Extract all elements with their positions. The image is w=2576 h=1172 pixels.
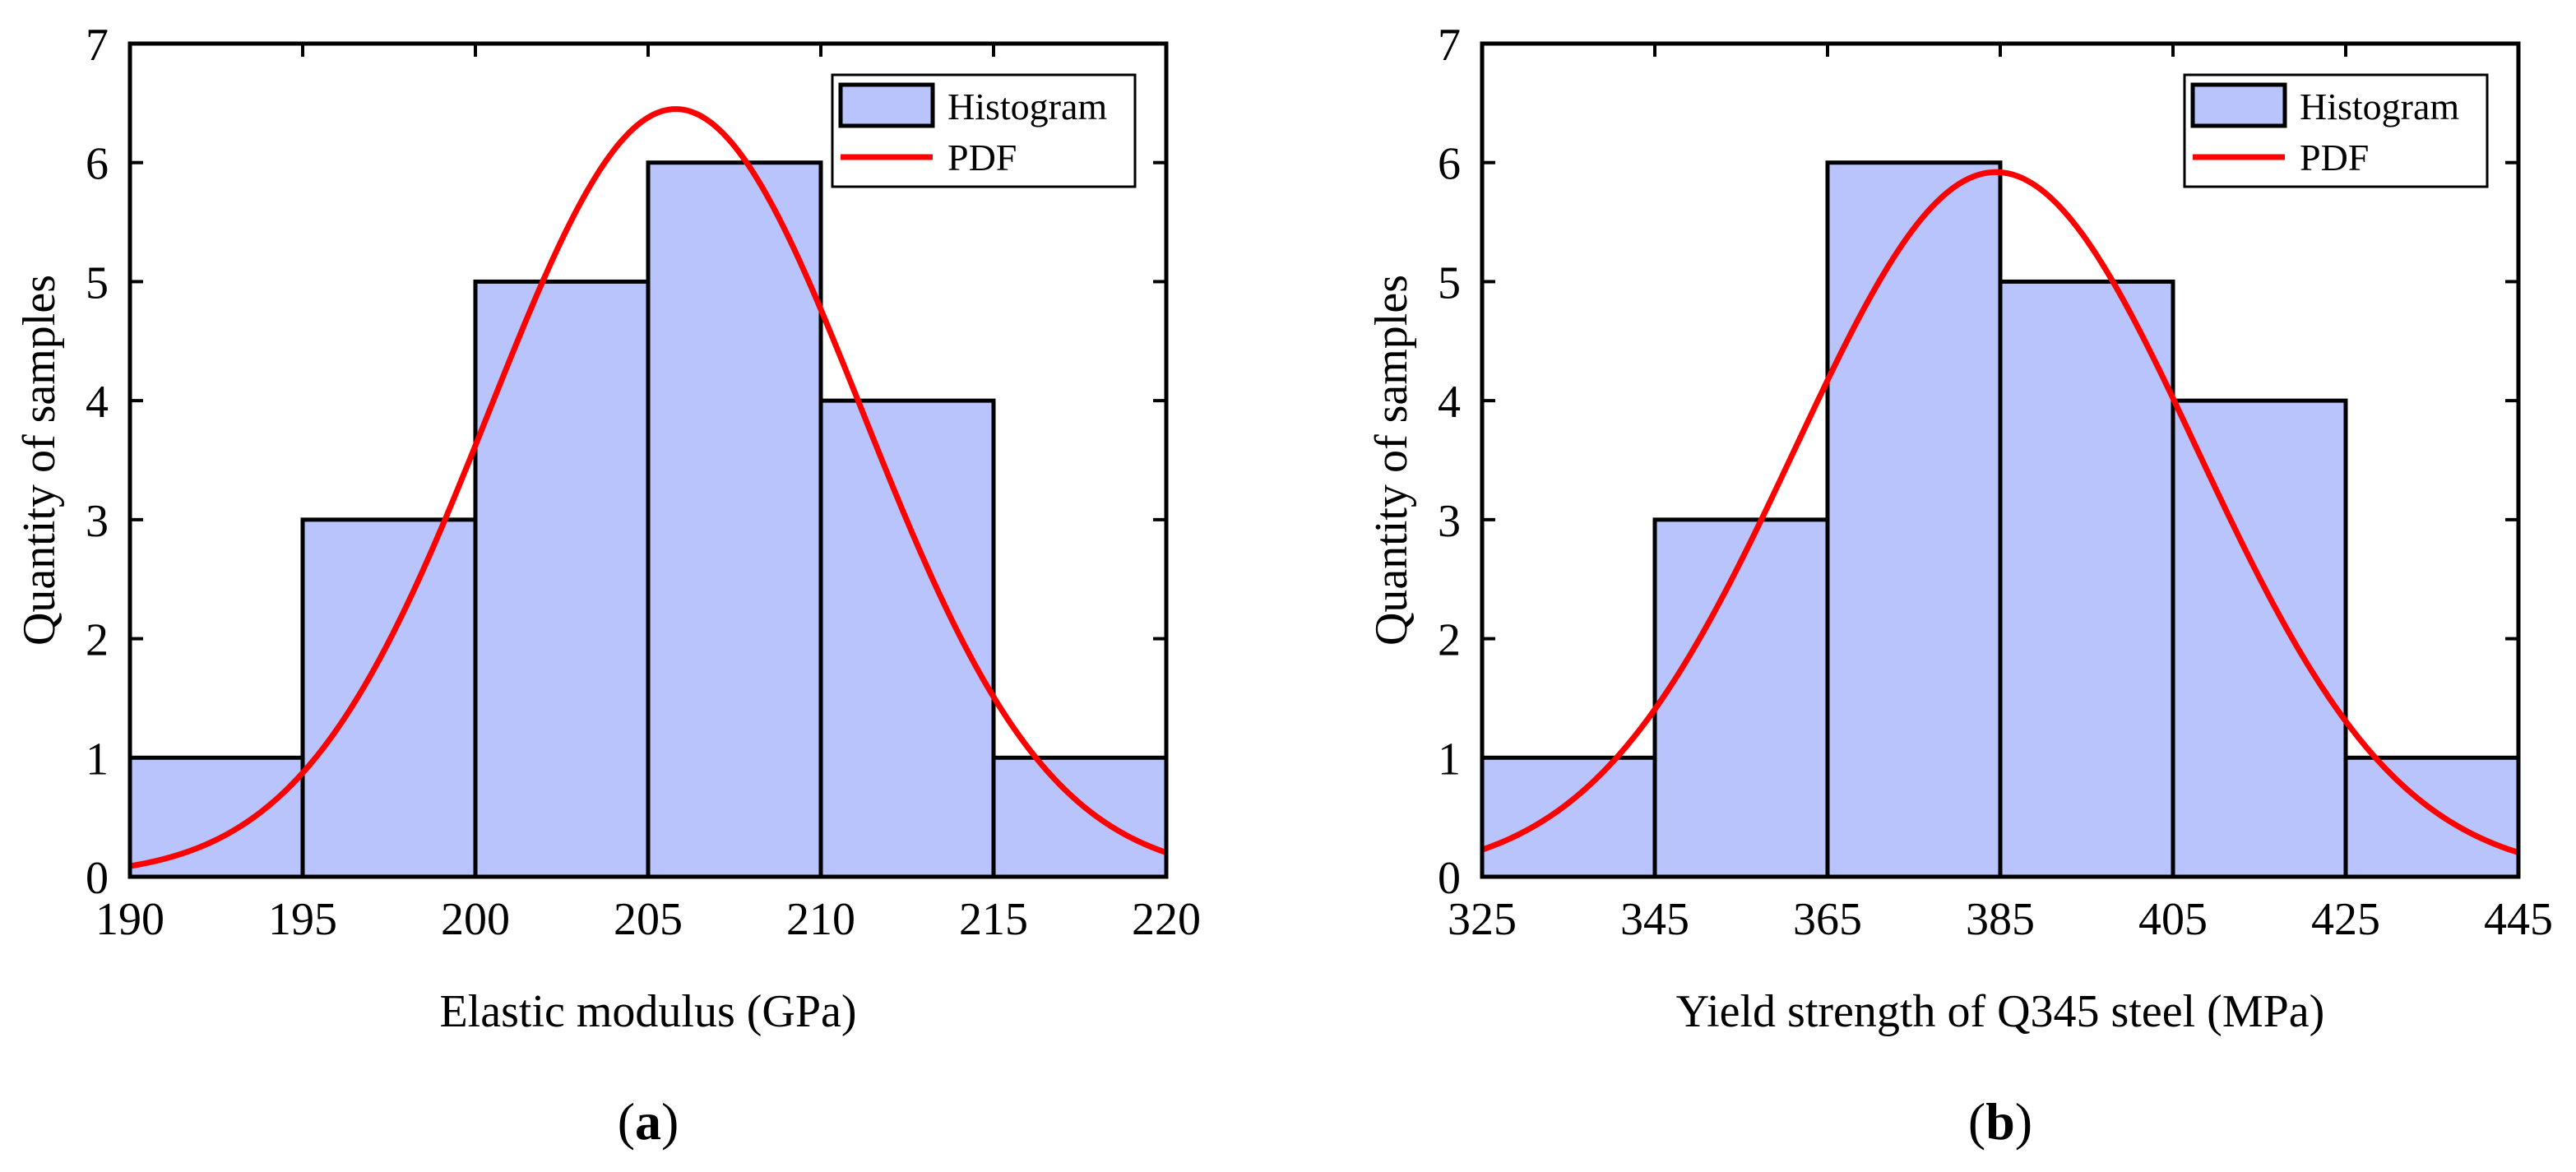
y-tick-label: 1	[86, 734, 109, 785]
histogram-bar	[300, 517, 478, 879]
legend-histogram-label: Histogram	[947, 86, 1107, 127]
legend: Histogram PDF	[831, 73, 1137, 188]
legend-histogram-swatch	[838, 82, 935, 128]
x-axis-label: Yield strength of Q345 steel (MPa)	[1676, 986, 2325, 1037]
y-tick-label: 5	[86, 257, 109, 308]
x-tick-label: 425	[2311, 894, 2380, 945]
y-tick-label: 3	[86, 496, 109, 547]
histogram-bar	[991, 755, 1169, 879]
y-tick-label: 0	[1438, 853, 1461, 904]
histogram-bar	[473, 279, 651, 879]
y-axis-label: Quantity of samples	[1366, 275, 1417, 646]
panel-label: (a)	[618, 1092, 679, 1151]
x-axis-label: Elastic modulus (GPa)	[439, 986, 856, 1037]
x-tick-label: 405	[2138, 894, 2208, 945]
y-tick-label: 7	[86, 20, 109, 71]
y-tick-label: 7	[1438, 20, 1461, 71]
x-tick-label: 365	[1793, 894, 1862, 945]
x-tick-label: 210	[786, 894, 855, 945]
chart-panel-a: 190 195 200 205 210 215 220 0 1 2 3 4 5 6 7 Elastic mod…	[14, 20, 1201, 1151]
y-tick-label: 0	[86, 853, 109, 904]
legend: Histogram PDF	[2183, 73, 2489, 188]
histogram-bar	[818, 398, 996, 879]
x-tick-label: 385	[1966, 894, 2035, 945]
y-tick-label: 4	[86, 377, 109, 428]
histogram-bar	[2171, 398, 2348, 879]
histogram-bar	[1998, 279, 2175, 879]
y-tick-label: 5	[1438, 257, 1461, 308]
histogram-bar	[1652, 517, 1830, 879]
y-tick-label: 3	[1438, 496, 1461, 547]
y-axis-label: Quantity of samples	[14, 275, 65, 646]
legend-box	[2183, 73, 2489, 188]
panel-label: (b)	[1968, 1092, 2032, 1151]
x-tick-label: 220	[1132, 894, 1201, 945]
legend-histogram-label: Histogram	[2300, 86, 2459, 127]
x-tick-label: 195	[268, 894, 337, 945]
histogram-bar	[646, 160, 823, 879]
pdf-curve	[129, 106, 1168, 869]
legend-pdf-label: PDF	[2300, 137, 2369, 178]
x-tick-label: 200	[441, 894, 510, 945]
legend-pdf-label: PDF	[947, 137, 1017, 178]
y-tick-label: 2	[86, 615, 109, 666]
y-tick-label: 2	[1438, 615, 1461, 666]
histogram-bar	[2343, 755, 2521, 879]
x-tick-label: 325	[1448, 894, 1517, 945]
histogram-bar	[1480, 755, 1657, 879]
x-tick-label: 345	[1620, 894, 1689, 945]
y-tick-label: 4	[1438, 377, 1461, 428]
histogram-bar	[1825, 160, 2003, 879]
x-tick-label: 215	[959, 894, 1028, 945]
y-tick-label: 1	[1438, 734, 1461, 785]
x-tick-label: 205	[614, 894, 683, 945]
legend-histogram-swatch	[2190, 82, 2287, 128]
x-tick-label: 190	[95, 894, 164, 945]
y-tick-label: 6	[86, 139, 109, 190]
pdf-curve	[1480, 169, 2520, 855]
y-tick-label: 6	[1438, 139, 1461, 190]
x-tick-label: 445	[2484, 894, 2553, 945]
